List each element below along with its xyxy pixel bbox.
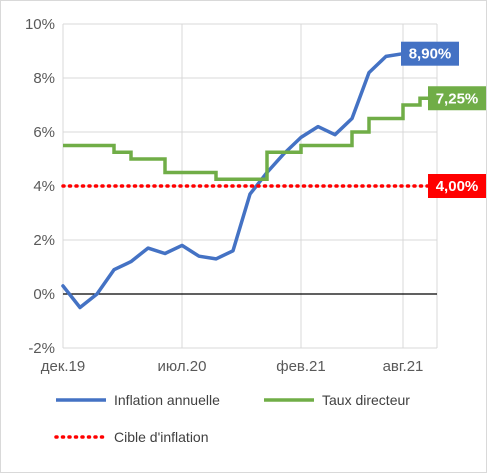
y-tick-label: 2% [33, 232, 55, 249]
legend-item: Inflation annuelle [56, 392, 220, 408]
end-value-label: 7,25% [436, 90, 479, 107]
y-tick-label: -2% [28, 340, 55, 357]
x-tick-label: авг.21 [383, 358, 424, 375]
end-value-badge: 4,00% [428, 174, 486, 198]
x-tick-label: фев.21 [276, 358, 326, 375]
end-value-badge-bg [401, 41, 459, 66]
y-tick-label: 0% [33, 286, 55, 303]
end-value-badge: 8,90% [401, 41, 459, 66]
y-tick-label: 8% [33, 70, 55, 87]
end-value-label: 4,00% [436, 178, 479, 195]
end-value-badge-bg [428, 174, 486, 198]
legend-label: Inflation annuelle [114, 392, 220, 408]
series-line-inflation-annuelle [61, 51, 405, 310]
x-tick-label: дек.19 [41, 358, 86, 375]
y-tick-label: 4% [33, 178, 55, 195]
series-line-taux-directeur [63, 96, 440, 181]
legend-item: Taux directeur [264, 392, 410, 408]
y-tick-label: 10% [25, 16, 55, 33]
legend-item: Cible d'inflation [54, 429, 209, 445]
end-value-badge-bg [428, 86, 486, 111]
legend-label: Taux directeur [322, 392, 410, 408]
end-value-badge: 7,25% [428, 86, 486, 111]
y-tick-label: 6% [33, 124, 55, 141]
end-value-label: 8,90% [409, 46, 452, 63]
x-tick-label: июл.20 [158, 358, 207, 375]
legend-label: Cible d'inflation [114, 429, 209, 445]
